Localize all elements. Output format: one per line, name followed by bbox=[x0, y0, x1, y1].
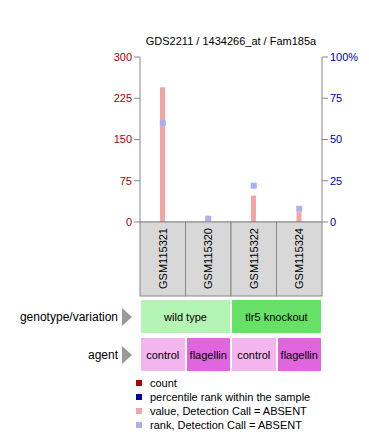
html-text:GDS2211 / 1434266_at / Fam185a: GDS2211 / 1434266_at / Fam185a bbox=[145, 35, 317, 47]
html-text:wild type: wild type bbox=[164, 310, 207, 323]
html-text:control: control bbox=[237, 348, 271, 361]
svg-text:100%: 100% bbox=[330, 51, 358, 63]
html-text:agent: agent bbox=[88, 348, 118, 362]
svg-text:225: 225 bbox=[114, 92, 132, 104]
svg-text:300: 300 bbox=[114, 51, 132, 63]
html-text:flagellin: flagellin bbox=[280, 348, 318, 361]
svg-text:GSM115321: GSM115321 bbox=[157, 228, 169, 289]
html-text:percentile rank within the sam: percentile rank within the sample bbox=[150, 391, 311, 403]
html-text:genotype/variation: genotype/variation bbox=[19, 310, 118, 324]
svg-text:25: 25 bbox=[330, 175, 342, 187]
svg-text:50: 50 bbox=[330, 133, 342, 145]
html-text:tlr5 knockout: tlr5 knockout bbox=[245, 310, 308, 323]
svg-text:0: 0 bbox=[126, 216, 132, 228]
svg-text:0: 0 bbox=[330, 216, 336, 228]
svg-text:150: 150 bbox=[114, 133, 132, 145]
html-text:count: count bbox=[150, 377, 177, 389]
svg-text:75: 75 bbox=[330, 92, 342, 104]
svg-text:GSM115322: GSM115322 bbox=[248, 228, 260, 289]
html-text:control: control bbox=[146, 348, 180, 361]
svg-text:GSM115320: GSM115320 bbox=[202, 228, 214, 289]
svg-text:GSM115324: GSM115324 bbox=[293, 228, 305, 289]
html-text:value, Detection Call = ABSENT: value, Detection Call = ABSENT bbox=[150, 405, 307, 417]
svg-text:75: 75 bbox=[120, 175, 132, 187]
html-text:rank, Detection Call = ABSENT: rank, Detection Call = ABSENT bbox=[150, 419, 302, 431]
html-text:flagellin: flagellin bbox=[189, 348, 227, 361]
